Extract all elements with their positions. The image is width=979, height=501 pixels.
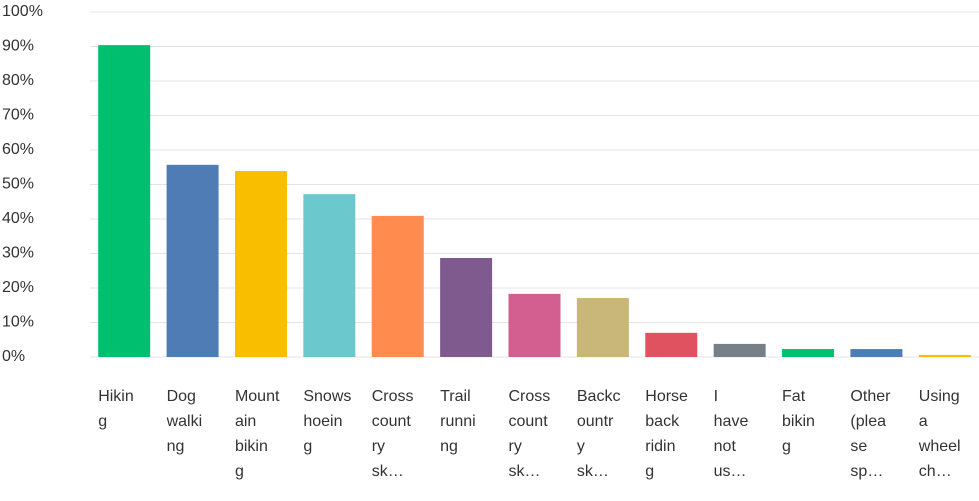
bar [576,298,629,357]
bar [303,194,356,357]
y-tick-label: 40% [2,210,34,227]
x-tick-label: sk… [509,463,541,480]
y-tick-label: 10% [2,314,34,331]
x-tick-label: hoein [303,413,342,430]
x-tick-label: count [509,413,549,430]
x-tick-label: y [577,438,585,455]
x-tick-label: walki [166,413,203,430]
x-tick-label: sp… [850,463,883,480]
x-tick-label: Horse [645,388,688,405]
x-tick-label: Hikin [98,388,134,405]
y-tick-label: 20% [2,279,34,296]
x-tick-label: bikin [235,438,268,455]
y-tick-label: 70% [2,107,34,124]
y-tick-label: 60% [2,141,34,158]
x-tick-label: a [919,413,928,430]
x-tick-label: Snows [303,388,351,405]
x-tick-label: not [714,438,737,455]
x-tick-label: Backc [577,388,621,405]
x-tick-label: Trail [440,388,471,405]
y-tick-label: 90% [2,38,34,55]
x-tick-label: g [235,463,244,480]
x-tick-label: Other [850,388,891,405]
x-tick-label: sk… [372,463,404,480]
bar [645,332,698,357]
bar [918,354,971,357]
x-tick-label: ain [235,413,256,430]
x-tick-label: us… [714,463,747,480]
bar [782,349,835,357]
x-tick-label: count [372,413,412,430]
x-tick-label: ch… [919,463,952,480]
x-tick-label: ry [509,438,522,455]
x-tick-label: wheel [918,438,961,455]
y-tick-label: 100% [2,3,43,20]
x-tick-label: I [714,388,718,405]
bar [440,257,493,357]
bar [234,171,287,357]
x-tick-label: ry [372,438,385,455]
x-tick-label: have [714,413,749,430]
x-tick-label: g [782,438,791,455]
bar [166,164,219,357]
x-tick-label: ridin [645,438,675,455]
bar [98,45,151,358]
y-tick-label: 80% [2,72,34,89]
bar [508,293,561,357]
x-tick-label: ng [440,438,458,455]
bar [850,349,903,357]
y-tick-label: 30% [2,245,34,262]
x-tick-label: bikin [782,413,815,430]
x-tick-label: Fat [782,388,806,405]
x-tick-label: se [850,438,867,455]
x-tick-label: back [645,413,680,430]
x-tick-label: ng [167,438,185,455]
x-tick-label: g [98,413,107,430]
bar [713,343,766,357]
x-tick-label: (plea [850,413,886,430]
x-tick-label: ountr [577,413,614,430]
x-tick-label: Cross [509,388,551,405]
x-tick-label: g [645,463,654,480]
x-tick-label: Using [919,388,960,405]
x-tick-label: sk… [577,463,609,480]
x-tick-label: g [303,438,312,455]
x-tick-label: Cross [372,388,414,405]
x-tick-label: Mount [235,388,280,405]
x-tick-label: runni [440,413,476,430]
y-tick-label: 0% [2,348,25,365]
x-tick-label: Dog [167,388,196,405]
bar [371,215,424,357]
y-tick-label: 50% [2,176,34,193]
